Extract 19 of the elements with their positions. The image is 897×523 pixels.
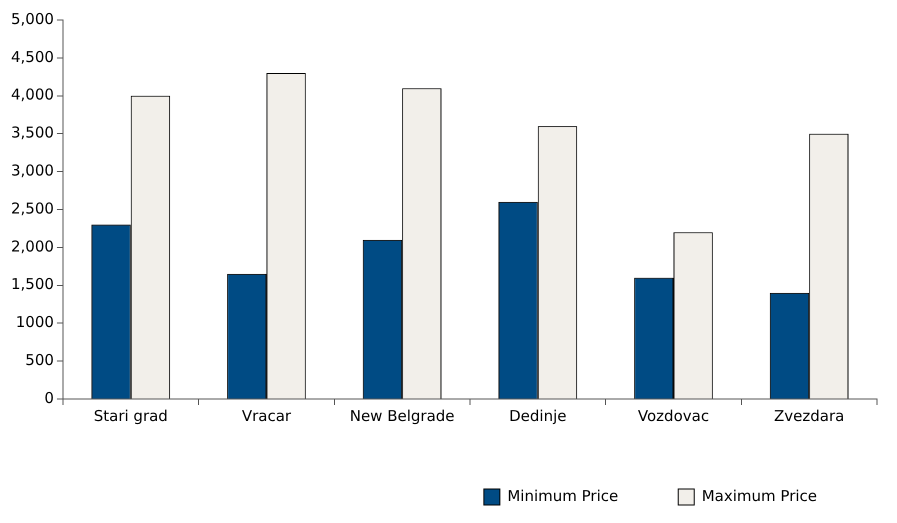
y-tick-label: 0: [44, 388, 54, 407]
y-tick-label: 1,500: [10, 275, 54, 294]
x-tick-label: Vozdovac: [638, 406, 710, 425]
x-tick-label: Stari grad: [94, 406, 168, 425]
y-tick-label: 500: [25, 350, 54, 369]
y-tick-label: 3,500: [10, 124, 54, 142]
y-tick-label: 4,000: [10, 86, 54, 104]
x-tick-label: New Belgrade: [350, 406, 455, 425]
y-tick-label: 2,000: [10, 237, 54, 256]
legend-label: Minimum Price: [507, 486, 618, 505]
y-tick-label: 1000: [16, 313, 54, 332]
x-tick-label: Zvezdara: [774, 406, 844, 425]
y-tick-label: 4,500: [10, 48, 54, 66]
y-tick-label: 5,000: [10, 10, 54, 28]
y-tick-label: 2,500: [10, 199, 54, 218]
x-tick-label: Dedinje: [509, 406, 566, 425]
x-tick-label: Vracar: [242, 406, 292, 425]
legend-label: Maximum Price: [702, 486, 818, 505]
y-tick-label: 3,000: [10, 161, 54, 180]
